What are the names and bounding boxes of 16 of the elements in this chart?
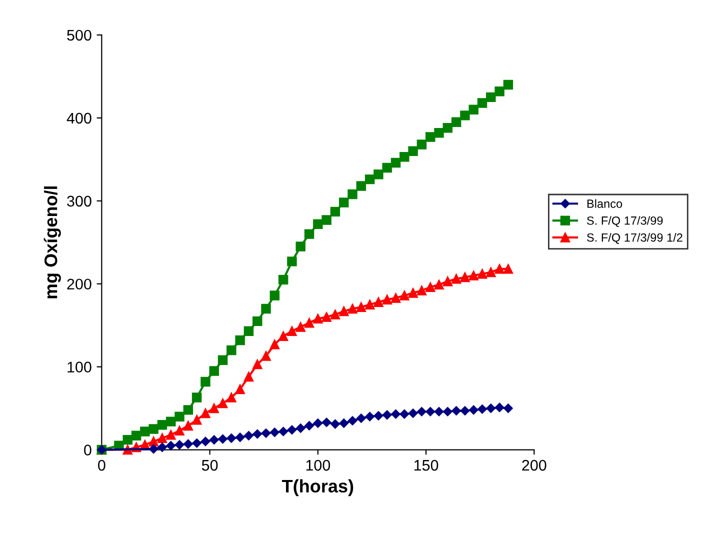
legend-label: S. F/Q 17/3/99 [587, 216, 663, 227]
y-tick-label: 0 [84, 444, 92, 456]
y-tick-label: 100 [68, 362, 92, 372]
y-axis-title: mg Oxígeno/l [44, 186, 61, 298]
y-tick-label: 300 [67, 196, 92, 207]
x-tick-label: 50 [202, 460, 218, 471]
legend-label: Blanco [587, 199, 622, 208]
y-tick-label: 500 [67, 30, 92, 41]
legend-label: S. F/Q 17/3/99 1/2 [587, 233, 682, 244]
y-tick-label: 400 [66, 112, 92, 124]
x-tick-label: 0 [98, 460, 106, 471]
x-axis-title: T(horas) [282, 479, 354, 496]
x-tick-label: 100 [306, 460, 330, 471]
x-tick-label: 150 [414, 460, 438, 471]
y-tick-label: 200 [67, 278, 92, 290]
x-tick-label: 200 [522, 460, 546, 471]
